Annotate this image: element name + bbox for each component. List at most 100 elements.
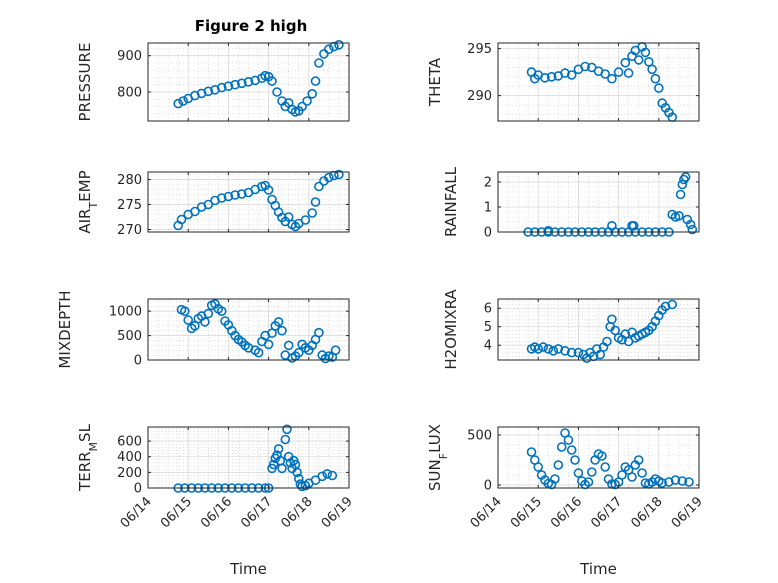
x-axis-label: Time	[229, 560, 267, 578]
data-point	[282, 424, 292, 435]
y-tick-label: 0	[484, 479, 492, 494]
data-point	[297, 101, 307, 112]
data-point	[677, 476, 688, 486]
y-tick-label: 270	[117, 223, 142, 238]
y-tick-label: 500	[117, 329, 142, 344]
data-point	[203, 86, 214, 97]
subplot-4: 0 1 2 RAINFALL	[442, 166, 700, 241]
data-point	[586, 467, 597, 477]
data-point	[677, 179, 688, 190]
y-tick-label: 1	[484, 201, 492, 216]
data-markers	[173, 39, 344, 117]
subplot-2: 290 295 THETA	[426, 41, 700, 122]
y-axis-label: THETA	[426, 57, 444, 107]
data-point	[314, 58, 324, 68]
data-point	[283, 340, 294, 351]
y-tick-label: 2	[484, 176, 492, 191]
data-markers	[176, 299, 341, 364]
x-tick-label: 06/18	[629, 494, 666, 531]
x-tick-label: 06/15	[158, 494, 195, 531]
y-tick-label: 600	[117, 435, 142, 450]
data-point	[300, 215, 311, 225]
x-axis	[147, 43, 350, 121]
subplot-3: 270 275 280 AIRTEMP	[76, 169, 350, 238]
data-point	[628, 221, 639, 231]
data-point	[667, 299, 678, 310]
y-axis-label: H2OMIXRA	[442, 289, 460, 370]
y-tick-label: 4	[484, 339, 492, 354]
data-point	[176, 214, 187, 225]
data-point	[334, 169, 344, 180]
data-point	[538, 342, 549, 352]
x-tick-label: 06/17	[238, 494, 275, 531]
data-point	[546, 72, 557, 82]
data-point	[580, 61, 590, 72]
y-tick-label: 900	[117, 49, 142, 64]
data-point	[310, 76, 321, 86]
subplot-8: 0 500 SUNFLUX 06/14 06/15 06/16 06/17 06/18 06/1…	[426, 424, 706, 578]
data-point	[653, 83, 664, 93]
y-axis: 800 900 PRESSURE	[76, 43, 349, 122]
axes-frame	[497, 42, 700, 122]
data-point	[543, 344, 554, 354]
axes-frame	[147, 426, 350, 489]
data-point	[573, 347, 584, 358]
y-tick-label: 0	[484, 226, 492, 241]
data-point	[613, 67, 624, 77]
data-point	[533, 462, 544, 472]
subplot-6: 4 5 6 H2OMIXRA	[442, 289, 700, 370]
data-point	[267, 76, 277, 86]
figure-title: Figure 2 high	[195, 17, 308, 35]
data-point	[223, 191, 234, 202]
data-point	[533, 344, 544, 354]
data-point	[190, 206, 200, 217]
data-point	[314, 327, 324, 338]
y-axis-label: MIXDEPTH	[56, 290, 74, 368]
data-point	[566, 70, 577, 80]
y-tick-label: 500	[467, 429, 492, 444]
y-axis-label: TERRMSL	[76, 423, 100, 492]
data-point	[680, 172, 691, 182]
data-point	[674, 211, 684, 221]
data-point	[566, 347, 577, 358]
y-tick-label: 295	[467, 42, 492, 57]
x-axis	[497, 299, 700, 360]
data-point	[216, 82, 227, 93]
x-tick-label: 06/16	[548, 494, 585, 531]
data-point	[310, 197, 321, 207]
data-point	[223, 81, 234, 91]
data-point	[610, 325, 621, 336]
y-axis-label: AIRTEMP	[76, 170, 100, 233]
data-point	[230, 79, 240, 90]
y-tick-label: 0	[134, 482, 142, 497]
y-axis: 270 275 280 AIRTEMP	[76, 170, 349, 238]
data-point	[597, 451, 607, 461]
data-point	[553, 460, 564, 470]
data-point	[560, 345, 570, 356]
y-tick-label: 1000	[109, 305, 142, 320]
data-point	[263, 185, 274, 195]
data-point	[633, 55, 644, 65]
subplot-1: 800 900 PRESSURE	[76, 39, 350, 122]
x-tick-label: 06/14	[118, 494, 155, 531]
y-tick-label: 290	[467, 89, 492, 104]
axes-frame	[497, 426, 700, 489]
data-point	[647, 64, 657, 75]
data-point	[327, 470, 338, 481]
data-point	[550, 474, 560, 484]
data-point	[540, 73, 550, 83]
data-point	[560, 68, 570, 78]
data-point	[650, 73, 661, 84]
data-point	[685, 219, 696, 230]
x-tick-label: 06/16	[198, 494, 235, 531]
data-point	[643, 56, 654, 67]
data-point	[637, 468, 647, 478]
data-point	[627, 472, 637, 482]
data-point	[319, 49, 329, 59]
y-axis-label: PRESSURE	[76, 43, 94, 122]
data-point	[322, 469, 333, 479]
data-point	[302, 96, 312, 106]
data-point	[664, 477, 674, 487]
